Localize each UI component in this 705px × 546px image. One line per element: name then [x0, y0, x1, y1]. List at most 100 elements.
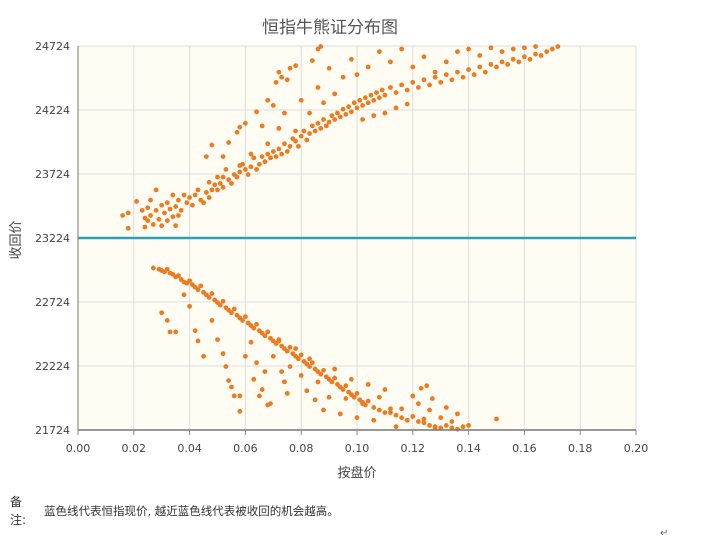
note-text: 蓝色线代表恒指现价, 越近蓝色线代表被收回的机会越高。	[44, 504, 339, 518]
data-point	[282, 110, 287, 116]
data-point	[251, 155, 257, 161]
data-point	[287, 364, 293, 369]
data-point	[432, 74, 438, 80]
data-point	[153, 187, 159, 193]
data-point	[335, 110, 340, 116]
data-point	[237, 408, 243, 414]
data-point	[343, 111, 349, 117]
data-point	[184, 200, 190, 206]
data-point	[209, 318, 215, 323]
data-point	[538, 53, 544, 58]
data-point	[125, 225, 131, 231]
data-point	[321, 407, 326, 413]
data-point	[265, 141, 271, 147]
y-tick-labels: 21724 22224 22724 23224 23724 24224 24724	[35, 40, 70, 437]
data-point	[365, 100, 371, 106]
data-point	[522, 45, 527, 51]
data-point	[410, 414, 416, 419]
data-point	[388, 406, 393, 412]
data-point	[251, 325, 257, 331]
data-point	[393, 90, 399, 95]
data-point	[215, 337, 220, 343]
x-tick-label: 0.02	[122, 442, 147, 455]
data-point	[209, 142, 215, 148]
data-point	[259, 123, 265, 129]
data-point	[170, 214, 176, 220]
data-point	[488, 45, 494, 51]
data-point	[438, 425, 444, 431]
x-tick-label: 0.06	[233, 442, 258, 455]
data-point	[374, 90, 379, 95]
data-point	[393, 412, 399, 418]
data-point	[167, 206, 173, 212]
data-point	[170, 192, 176, 198]
data-point	[150, 265, 156, 271]
data-point	[318, 126, 324, 131]
data-point	[399, 82, 405, 88]
data-point	[321, 367, 326, 373]
x-tick-label: 0.20	[624, 442, 649, 455]
data-point	[455, 426, 460, 432]
data-point	[421, 54, 427, 60]
data-point	[404, 101, 410, 107]
data-point	[427, 82, 432, 88]
chart-title: 恒指牛熊证分布图	[262, 18, 398, 38]
data-point	[296, 143, 301, 149]
data-point	[527, 56, 533, 62]
data-point	[153, 207, 159, 213]
data-point	[206, 195, 212, 200]
data-point	[270, 149, 276, 154]
data-point	[477, 64, 483, 70]
data-point	[181, 192, 187, 198]
data-point	[351, 100, 357, 106]
x-tick-label: 0.08	[289, 442, 314, 455]
data-point	[293, 63, 299, 69]
data-point	[220, 174, 226, 180]
data-point	[268, 155, 273, 161]
data-point	[293, 128, 299, 134]
data-point	[173, 204, 179, 209]
data-point	[159, 310, 165, 316]
x-tick-label: 0.10	[345, 442, 370, 455]
data-point	[494, 416, 499, 422]
data-point	[421, 77, 427, 83]
data-point	[270, 353, 276, 359]
data-point	[284, 348, 290, 354]
data-point	[455, 411, 460, 417]
data-point	[298, 133, 304, 139]
data-point	[438, 415, 444, 421]
x-tick-label: 0.12	[401, 442, 426, 455]
data-point	[293, 346, 299, 351]
data-point	[284, 149, 290, 154]
data-point	[276, 69, 282, 75]
data-point	[237, 163, 243, 168]
data-point	[187, 195, 193, 200]
data-point	[176, 213, 181, 218]
data-point	[365, 64, 371, 70]
data-point	[192, 328, 198, 334]
data-point	[309, 360, 315, 366]
data-point	[243, 120, 248, 126]
data-point	[315, 379, 321, 385]
data-point	[287, 65, 293, 71]
y-tick-label: 24224	[35, 104, 70, 117]
data-point	[201, 353, 206, 359]
data-point	[510, 46, 516, 52]
data-point	[201, 200, 206, 206]
data-point	[164, 218, 170, 223]
data-point	[312, 397, 318, 403]
y-tick-label: 23724	[35, 168, 70, 181]
data-point	[307, 110, 312, 116]
data-point	[455, 49, 460, 55]
data-point	[212, 182, 218, 188]
data-point	[388, 59, 393, 65]
data-point	[265, 151, 271, 157]
data-point	[279, 369, 285, 375]
data-point	[226, 378, 232, 383]
data-point	[231, 393, 237, 399]
x-tick-label: 0.18	[568, 442, 593, 455]
data-point	[273, 79, 279, 85]
y-tick-label: 22224	[35, 360, 70, 373]
data-point	[189, 202, 195, 208]
data-point	[284, 390, 290, 396]
